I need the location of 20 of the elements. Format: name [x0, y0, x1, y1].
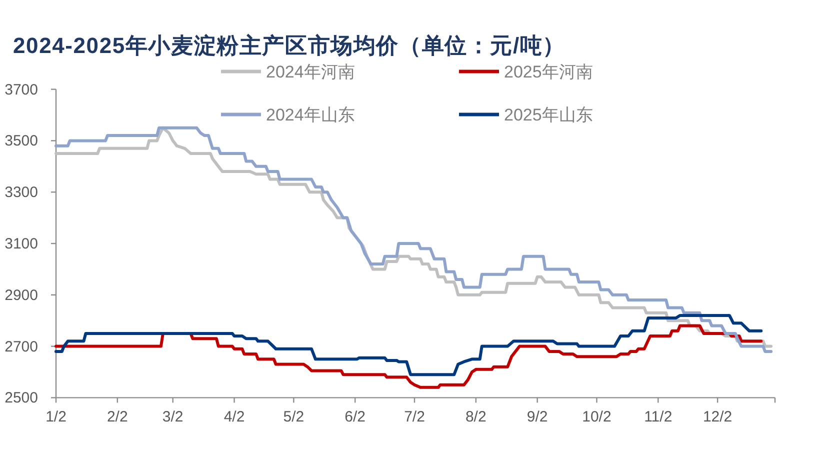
- xtick-label: 2/2: [106, 408, 128, 426]
- xtick-label: 5/2: [283, 408, 304, 426]
- ytick-label: 3300: [4, 184, 38, 202]
- xtick-label: 12/2: [702, 408, 732, 426]
- xtick-label: 1/2: [46, 408, 66, 426]
- ytick-label: 2700: [4, 338, 38, 356]
- xtick-label: 10/2: [582, 408, 612, 426]
- title: 2024-2025年小麦淀粉主产区市场均价（单位：元/吨）: [13, 33, 566, 58]
- xtick-label: 9/2: [526, 408, 548, 426]
- xtick-label: 3/2: [162, 408, 184, 426]
- xtick-label: 4/2: [224, 408, 245, 426]
- xtick-label: 7/2: [404, 408, 425, 426]
- xtick-label: 8/2: [465, 408, 486, 426]
- ytick-label: 3700: [4, 81, 38, 98]
- xtick-label: 6/2: [344, 408, 366, 426]
- ytick-label: 3100: [4, 236, 38, 252]
- ytick-label: 2900: [4, 286, 38, 304]
- ytick-label: 3500: [4, 132, 38, 150]
- xtick-label: 11/2: [644, 408, 672, 426]
- ytick-label: 2500: [4, 390, 38, 407]
